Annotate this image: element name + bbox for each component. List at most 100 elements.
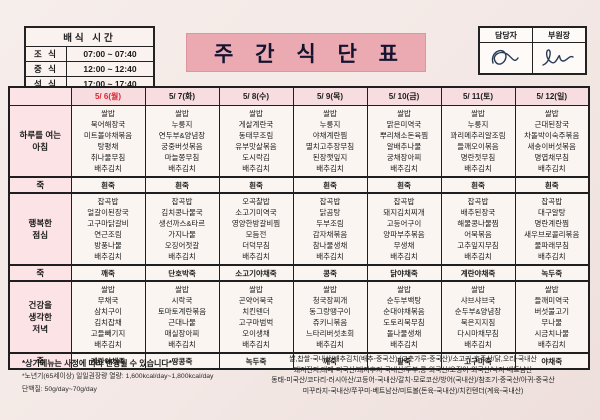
menu-cell: 쌀밥 순두부백탕 순대야채볶음 도토리묵무침 돌나물생채 배추김치 bbox=[366, 280, 442, 354]
menu-cell: 쌀밥 무채국 삼치구이 김치잡채 고들빼기지 배추김치 bbox=[70, 280, 146, 354]
menu-item: 다시마채무침 bbox=[457, 329, 499, 338]
menu-item: 마늘쫑무침 bbox=[164, 153, 200, 162]
menu-item: 물파래무침 bbox=[534, 241, 570, 250]
porridge-row: 죽 깨죽 단호박죽 소고기야채죽 콩죽 닭야채죽 계란야채죽 녹두죽 bbox=[8, 264, 590, 282]
menu-item: 배추김치 bbox=[390, 164, 418, 173]
menu-item: 야채계란찜 bbox=[312, 131, 348, 140]
menu-item: 배추김치 bbox=[316, 252, 344, 261]
menu-item: 고구마닭갈비 bbox=[87, 219, 129, 228]
menu-item: 궁중버섯볶음 bbox=[161, 142, 203, 151]
menu-item: 배추김치 bbox=[316, 340, 344, 349]
service-time-header-row: 배식 시간 bbox=[24, 26, 155, 47]
porridge-row: 죽 흰죽 흰죽 흰죽 흰죽 흰죽 흰죽 흰죽 bbox=[8, 176, 590, 194]
day-header: 5/ 6(월) bbox=[70, 86, 146, 106]
section-label: 행복한 점심 bbox=[8, 192, 72, 266]
vice-director-signature-cell bbox=[532, 42, 587, 75]
section-label: 하루를 여는 아침 bbox=[8, 105, 72, 178]
porridge-cell: 야채죽 bbox=[514, 352, 590, 370]
porridge-cell: 흰죽 bbox=[366, 176, 442, 194]
menu-item: 명엽채무침 bbox=[534, 153, 570, 162]
menu-item: 배추김치 bbox=[537, 340, 566, 349]
day-header: 5/ 11(토) bbox=[440, 86, 516, 106]
menu-item: 북어해장국 bbox=[90, 120, 126, 129]
menu-cell: 쌀밥 청국장찌개 동그랑땡구이 쥬키니볶음 느타리버섯초회 배추김치 bbox=[292, 280, 368, 354]
menu-item: 곤약어묵국 bbox=[238, 296, 274, 305]
section-label: 건강을 생각한 저녁 bbox=[8, 280, 72, 354]
origin-line: 쌀,찹쌀-국내산/배추김치(배추-중국산),(고춧가루-중국산)/소고기-호주산… bbox=[289, 356, 537, 363]
menu-item: 돼지김치찌개 bbox=[383, 208, 425, 217]
menu-item: 쌀밥 bbox=[175, 109, 189, 118]
approver-label-vice-director: 부원장 bbox=[532, 26, 587, 43]
menu-cell: 잡곡밥 닭곰탕 두부조림 감자채볶음 참나물생채 배추김치 bbox=[292, 192, 368, 266]
menu-cell: 잡곡밥 대구알탕 명란계란찜 새우브로콜리볶음 물파래무침 배추김치 bbox=[514, 192, 590, 266]
menu-item: 얼갈이된장국 bbox=[87, 208, 129, 217]
menu-item: 잡곡밥 bbox=[97, 197, 119, 206]
menu-item: 쌀밥 bbox=[101, 285, 115, 294]
porridge-cell: 흰죽 bbox=[218, 176, 294, 194]
menu-item: 순두부&양념장 bbox=[454, 307, 502, 316]
porridge-row: 죽 계란야채죽 땅콩죽 녹두죽 깨죽 팥죽 고구마죽 야채죽 bbox=[8, 352, 590, 370]
menu-item: 감자채볶음 bbox=[312, 230, 348, 239]
menu-item: 누룽지 bbox=[171, 120, 193, 129]
day-header: 5/ 9(목) bbox=[292, 86, 368, 106]
menu-item: 된장깻잎지 bbox=[312, 153, 348, 162]
menu-cell: 쌀밥 북어해장국 미트볼야채볶음 탕평채 취나물무침 배추김치 bbox=[70, 105, 146, 178]
menu-item: 동태무조림 bbox=[238, 131, 274, 140]
menu-item: 오이생채 bbox=[242, 329, 270, 338]
day-header: 5/ 10(금) bbox=[366, 86, 442, 106]
menu-cell: 쌀밥 샤브샤브국 순두부&양념장 묵은지지짐 다시마채무침 배추김치 bbox=[440, 280, 516, 354]
menu-item: 쌀밥 bbox=[544, 285, 559, 294]
approval-signature-row bbox=[478, 42, 587, 75]
menu-item: 근대나물 bbox=[168, 318, 196, 327]
menu-item: 들깨미역국 bbox=[534, 296, 570, 305]
menu-item: 배추김치 bbox=[537, 164, 566, 173]
menu-item: 쌀밥 bbox=[544, 109, 559, 118]
menu-item: 무생채 bbox=[393, 241, 415, 250]
menu-item: 김치잡채 bbox=[94, 318, 122, 327]
menu-cell: 쌀밥 누룽지 연두부&양념장 궁중버섯볶음 마늘쫑무침 배추김치 bbox=[144, 105, 220, 178]
porridge-cell: 단호박죽 bbox=[144, 264, 220, 282]
menu-item: 맑은미역국 bbox=[386, 120, 422, 129]
menu-item: 토마토계란볶음 bbox=[157, 307, 207, 316]
menu-item: 닭곰탕 bbox=[319, 208, 341, 217]
menu-item: 도토리묵무침 bbox=[383, 318, 425, 327]
menu-item: 오곡찰밥 bbox=[242, 197, 270, 206]
menu-item: 고등어구이 bbox=[386, 219, 422, 228]
menu-item: 배추김치 bbox=[168, 340, 196, 349]
menu-item: 배추김치 bbox=[390, 252, 418, 261]
menu-item: 방풍나물 bbox=[94, 241, 122, 250]
menu-item: 대구알탕 bbox=[537, 208, 566, 217]
menu-item: 잡곡밥 bbox=[393, 197, 415, 206]
menu-item: 잡곡밥 bbox=[319, 197, 341, 206]
menu-item: 미트볼야채볶음 bbox=[83, 131, 133, 140]
menu-item: 김치콩나물국 bbox=[161, 208, 203, 217]
service-time-title: 배식 시간 bbox=[24, 26, 155, 47]
menu-item: 취나물무침 bbox=[90, 153, 126, 162]
menu-cell: 쌀밥 누룽지 야채계란찜 멸치고추장무침 된장깻잎지 배추김치 bbox=[292, 105, 368, 178]
staff-signature-cell bbox=[478, 42, 533, 75]
menu-cell: 쌀밥 누룽지 꽈리메추리알조림 들깨오이볶음 명란젓무침 배추김치 bbox=[440, 105, 516, 178]
origin-line: 동태-미국산/코다리-러시아산/고등어-국내산/갈치-모로코산/방어(국내산)/… bbox=[271, 377, 555, 384]
porridge-cell: 녹두죽 bbox=[514, 264, 590, 282]
menu-item: 들깨오이볶음 bbox=[457, 142, 499, 151]
menu-item: 배추김치 bbox=[242, 340, 270, 349]
menu-cell: 쌀밥 게살계란국 동태무조림 유부맛살볶음 도시락김 배추김치 bbox=[218, 105, 294, 178]
menu-item: 청국장찌개 bbox=[312, 296, 348, 305]
menu-item: 쌀밥 bbox=[471, 285, 485, 294]
porridge-cell: 땅콩죽 bbox=[144, 352, 220, 370]
meal-name-lunch: 중 식 bbox=[24, 61, 67, 77]
day-header: 5/ 8(수) bbox=[218, 86, 294, 106]
menu-cell: 쌀밥 시락국 토마토계란볶음 근대나물 매실장아찌 배추김치 bbox=[144, 280, 220, 354]
menu-item: 배추김치 bbox=[242, 164, 270, 173]
menu-item: 느타리버섯초회 bbox=[305, 329, 355, 338]
meal-time-breakfast: 07:00 ~ 07:40 bbox=[66, 46, 155, 62]
menu-item: 쌀밥 bbox=[175, 285, 189, 294]
porridge-cell: 계란야채죽 bbox=[440, 264, 516, 282]
menu-item: 순두부백탕 bbox=[386, 296, 422, 305]
menu-item: 배추김치 bbox=[94, 252, 122, 261]
porridge-cell: 소고기야채죽 bbox=[218, 264, 294, 282]
menu-item: 누룽지 bbox=[467, 120, 489, 129]
porridge-cell: 흰죽 bbox=[440, 176, 516, 194]
menu-item: 고구마범벅 bbox=[238, 318, 274, 327]
